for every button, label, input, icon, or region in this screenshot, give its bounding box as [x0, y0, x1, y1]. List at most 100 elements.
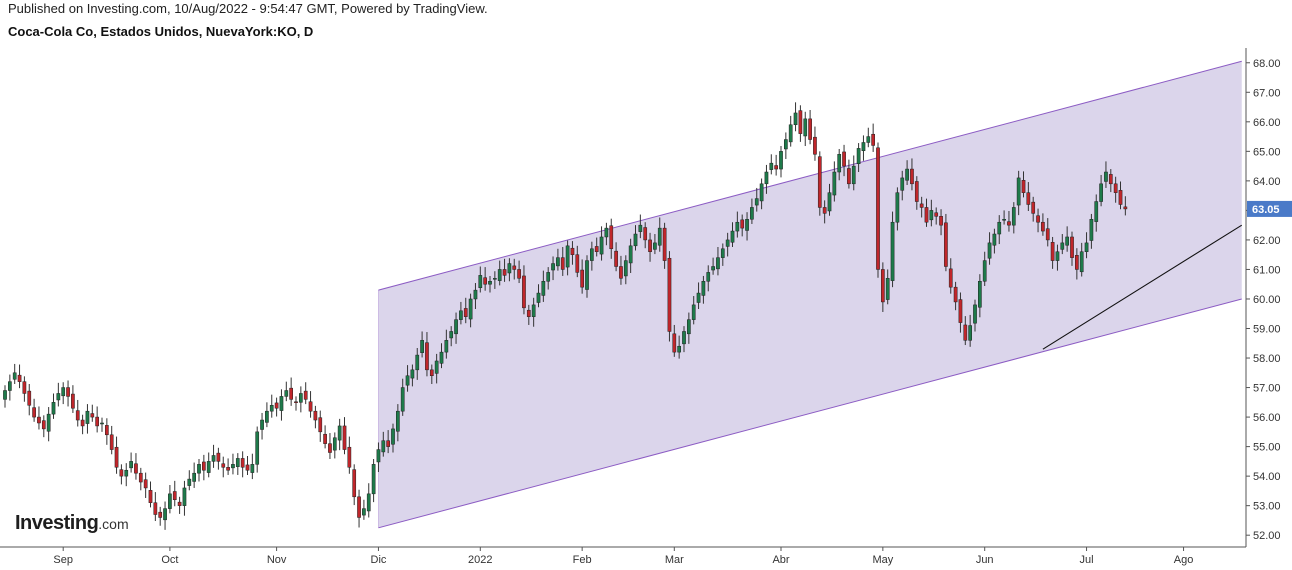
candle — [8, 374, 12, 401]
candle — [468, 293, 473, 328]
candle-body — [46, 413, 51, 432]
candle — [740, 214, 745, 237]
candle — [429, 364, 434, 385]
last-price-label: 63.05 — [1252, 204, 1280, 216]
candle-body — [182, 487, 187, 506]
candle-body — [817, 156, 822, 208]
candle-body — [900, 177, 905, 191]
candle-body — [827, 192, 832, 212]
candle — [1050, 236, 1055, 269]
candle — [526, 304, 531, 325]
candle — [274, 397, 279, 417]
candle — [1045, 218, 1050, 247]
candle-body — [71, 393, 75, 409]
candle-body — [1055, 251, 1060, 261]
candle — [861, 135, 866, 161]
candle-body — [754, 198, 759, 206]
candle-body — [953, 286, 958, 303]
channel-upper-line — [378, 60, 1242, 291]
y-tick-label: 58.00 — [1253, 353, 1281, 365]
candle — [769, 154, 774, 175]
candle — [391, 423, 395, 453]
candle-body — [628, 245, 633, 264]
candle — [1118, 181, 1123, 210]
candle-body — [1041, 221, 1045, 232]
candle — [842, 144, 846, 177]
candle-body — [881, 269, 885, 303]
candle-body — [837, 154, 842, 173]
candle-body — [905, 168, 909, 181]
candle — [434, 353, 439, 384]
candle-body — [1045, 228, 1050, 241]
candle-body — [798, 110, 803, 134]
candle — [788, 115, 793, 147]
candle-body — [192, 472, 197, 482]
candle — [599, 226, 604, 261]
candle — [657, 217, 662, 252]
candle — [46, 407, 51, 442]
candle — [939, 209, 943, 236]
candle-body — [512, 265, 517, 270]
candle — [871, 123, 875, 152]
candle-body — [687, 319, 691, 335]
candle-body — [1099, 183, 1103, 202]
candle — [895, 187, 900, 231]
candle — [420, 331, 424, 358]
candle-body — [400, 387, 405, 412]
candle-body — [895, 192, 900, 223]
candle — [1075, 248, 1079, 280]
candle-body — [80, 419, 85, 427]
candle-body — [982, 260, 987, 282]
candle-body — [565, 245, 570, 268]
candle — [536, 284, 541, 308]
candle — [95, 406, 100, 433]
candle-body — [604, 227, 609, 238]
candle — [332, 432, 337, 459]
candle — [22, 376, 27, 402]
candle-body — [473, 289, 478, 300]
candle — [1065, 226, 1070, 252]
candle — [105, 418, 109, 445]
candle-body — [910, 168, 914, 185]
candle-body — [342, 425, 347, 450]
candle — [134, 453, 138, 480]
y-tick-label: 68.00 — [1253, 58, 1281, 70]
x-tick-label: Abr — [772, 554, 789, 566]
candle-body — [856, 148, 861, 164]
candle — [958, 292, 963, 333]
candle — [817, 151, 822, 216]
candle — [148, 481, 153, 508]
candle — [425, 332, 429, 377]
candle — [798, 105, 803, 142]
candle-body — [90, 413, 95, 418]
candle — [716, 247, 720, 276]
candle — [628, 238, 633, 273]
candle — [357, 489, 361, 528]
x-tick-label: Nov — [267, 554, 287, 566]
candle-body — [163, 508, 167, 521]
candle-body — [851, 165, 856, 185]
candle-body — [716, 257, 720, 270]
candle-body — [478, 275, 483, 289]
candle-body — [37, 416, 41, 424]
candle — [415, 347, 420, 380]
candle-body — [623, 260, 628, 277]
candle — [968, 314, 972, 347]
candle — [124, 463, 129, 487]
y-tick-label: 53.00 — [1253, 501, 1281, 513]
candle-body — [386, 440, 390, 447]
candle-body — [929, 210, 934, 221]
candle-body — [17, 374, 22, 382]
candle — [774, 154, 778, 176]
candle — [730, 222, 735, 248]
candle — [299, 386, 303, 413]
symbol-title: Coca-Cola Co, Estados Unidos, NuevaYork:… — [8, 24, 314, 39]
candle — [211, 444, 216, 468]
candle — [289, 377, 293, 406]
x-tick-label: 2022 — [468, 554, 492, 566]
y-tick-label: 62.00 — [1253, 235, 1281, 247]
last-price-badge — [1247, 200, 1292, 217]
candle-body — [153, 502, 158, 515]
candle-body — [221, 463, 226, 468]
